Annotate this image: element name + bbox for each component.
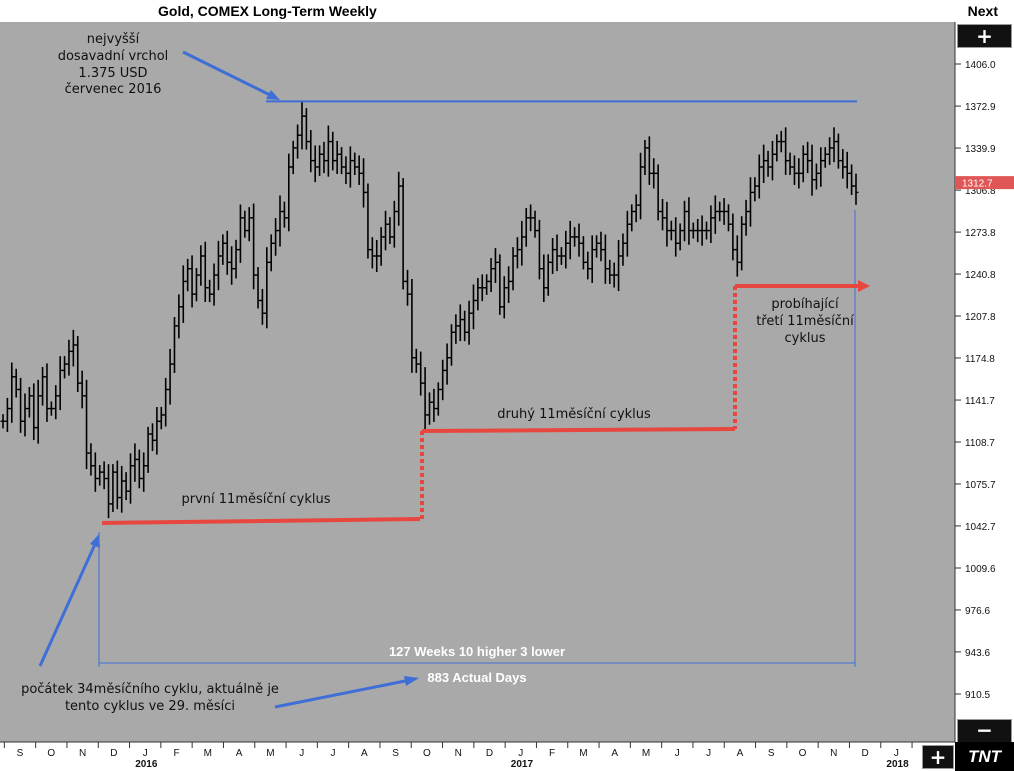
cycle3-arrowhead: [858, 280, 870, 292]
month-tick-label: J: [143, 748, 148, 759]
peak-label-line2: dosavadní vrchol: [58, 49, 169, 64]
price-tick-label: 1339.9: [965, 144, 996, 155]
month-tick-label: A: [611, 748, 618, 759]
month-tick-label: S: [768, 748, 775, 759]
time-axis: [0, 742, 955, 771]
days-label: 883 Actual Days: [427, 670, 526, 685]
month-tick-label: D: [861, 748, 868, 759]
price-tick-label: 976.6: [965, 606, 990, 617]
month-tick-label: M: [204, 748, 212, 759]
month-tick-label: J: [706, 748, 711, 759]
year-tick-label: 2018: [886, 759, 909, 770]
month-tick-label: O: [47, 748, 55, 759]
cycle3-label-line3: cyklus: [785, 331, 826, 346]
price-axis: [955, 22, 1014, 771]
zoom-out-button[interactable]: −: [957, 719, 1012, 743]
month-tick-label: N: [79, 748, 86, 759]
chart-title-bar: Gold, COMEX Long-Term Weekly Next: [0, 0, 1014, 23]
peak-label-line1: nejvyšší: [87, 32, 140, 47]
price-tick-label: 1372.9: [965, 102, 996, 113]
month-tick-label: A: [361, 748, 368, 759]
current-price-value: 1312.7: [962, 179, 993, 190]
price-tick-label: 910.5: [965, 690, 990, 701]
price-tick-label: 1174.8: [965, 354, 995, 365]
add-button[interactable]: +: [922, 745, 954, 769]
month-tick-label: O: [799, 748, 807, 759]
price-tick-labels: 1406.0 1372.9 1339.9 1306.8 1273.8 1240.8 1207…: [955, 60, 996, 701]
peak-arrowhead: [266, 90, 280, 100]
year-tick-label: 2016: [135, 759, 158, 770]
price-tick-label: 1306.8: [965, 186, 996, 197]
month-tick-label: A: [236, 748, 243, 759]
month-tick-label: D: [486, 748, 493, 759]
cycle-start-label-line1: počátek 34měsíčního cyklu, aktuálně je: [21, 682, 279, 697]
month-tick-label: O: [423, 748, 431, 759]
month-tick-label: F: [173, 748, 179, 759]
zoom-in-button[interactable]: +: [957, 24, 1012, 48]
cycle-start-label-line2: tento cyklus ve 29. měsíci: [65, 699, 235, 714]
price-tick-label: 943.6: [965, 648, 990, 659]
month-tick-label: D: [110, 748, 117, 759]
month-tick-label: S: [392, 748, 399, 759]
peak-arrow: [182, 50, 273, 98]
price-tick-label: 1009.6: [965, 564, 996, 575]
month-tick-label: M: [579, 748, 587, 759]
month-tick-label: M: [266, 748, 274, 759]
month-tick-label: J: [331, 748, 336, 759]
days-arrow: [274, 678, 411, 709]
tnt-logo: TNT: [955, 742, 1014, 771]
year-tick-label: 2017: [511, 759, 534, 770]
days-arrowhead: [404, 676, 419, 686]
start-arrowhead: [90, 534, 100, 548]
peak-label-line3: 1.375 USD: [78, 66, 147, 81]
month-tick-label: S: [17, 748, 24, 759]
price-bars: [0, 101, 859, 519]
month-tick-label: N: [830, 748, 837, 759]
price-tick-label: 1075.7: [965, 480, 996, 491]
add-icon: +: [929, 745, 947, 769]
cycle3-label-line1: probíhající: [771, 297, 839, 312]
start-arrow: [38, 541, 98, 667]
cycle2-line: [421, 427, 736, 433]
month-tick-label: N: [455, 748, 462, 759]
price-tick-label: 1207.8: [965, 312, 996, 323]
peak-label-line4: červenec 2016: [65, 82, 162, 97]
month-tick-label: J: [299, 748, 304, 759]
cycle3-label-line2: třetí 11měsíční: [756, 314, 854, 329]
cycle2-label: druhý 11měsíční cyklus: [497, 407, 651, 422]
month-tick-label: J: [518, 748, 523, 759]
price-tick-label: 1042.7: [965, 522, 996, 533]
price-tick-label: 1240.8: [965, 270, 996, 281]
month-tick-label: J: [894, 748, 899, 759]
price-tick-label: 1108.7: [965, 438, 995, 449]
month-tick-label: M: [642, 748, 650, 759]
month-tick-label: J: [675, 748, 680, 759]
price-bar: [853, 173, 859, 205]
cycle1-line: [101, 517, 421, 525]
zoom-in-icon: +: [976, 24, 993, 48]
cycle1-label: první 11měsíční cyklus: [182, 492, 331, 507]
weeks-label: 127 Weeks 10 higher 3 lower: [389, 644, 565, 659]
plot-area: [0, 22, 955, 742]
month-tick-label: F: [549, 748, 555, 759]
current-price-tag: [955, 176, 1014, 190]
price-tick-label: 1273.8: [965, 228, 996, 239]
chart-title: Gold, COMEX Long-Term Weekly: [158, 3, 377, 19]
month-tick-label: A: [737, 748, 744, 759]
price-tick-label: 1406.0: [965, 60, 996, 71]
zoom-out-icon: −: [976, 718, 993, 742]
tnt-logo-text: TNT: [967, 747, 1002, 766]
chart-canvas: 1406.0 1372.9 1339.9 1306.8 1273.8 1240.8 1207…: [0, 22, 1014, 771]
next-button[interactable]: Next: [967, 3, 998, 19]
price-tick-label: 1141.7: [965, 396, 995, 407]
